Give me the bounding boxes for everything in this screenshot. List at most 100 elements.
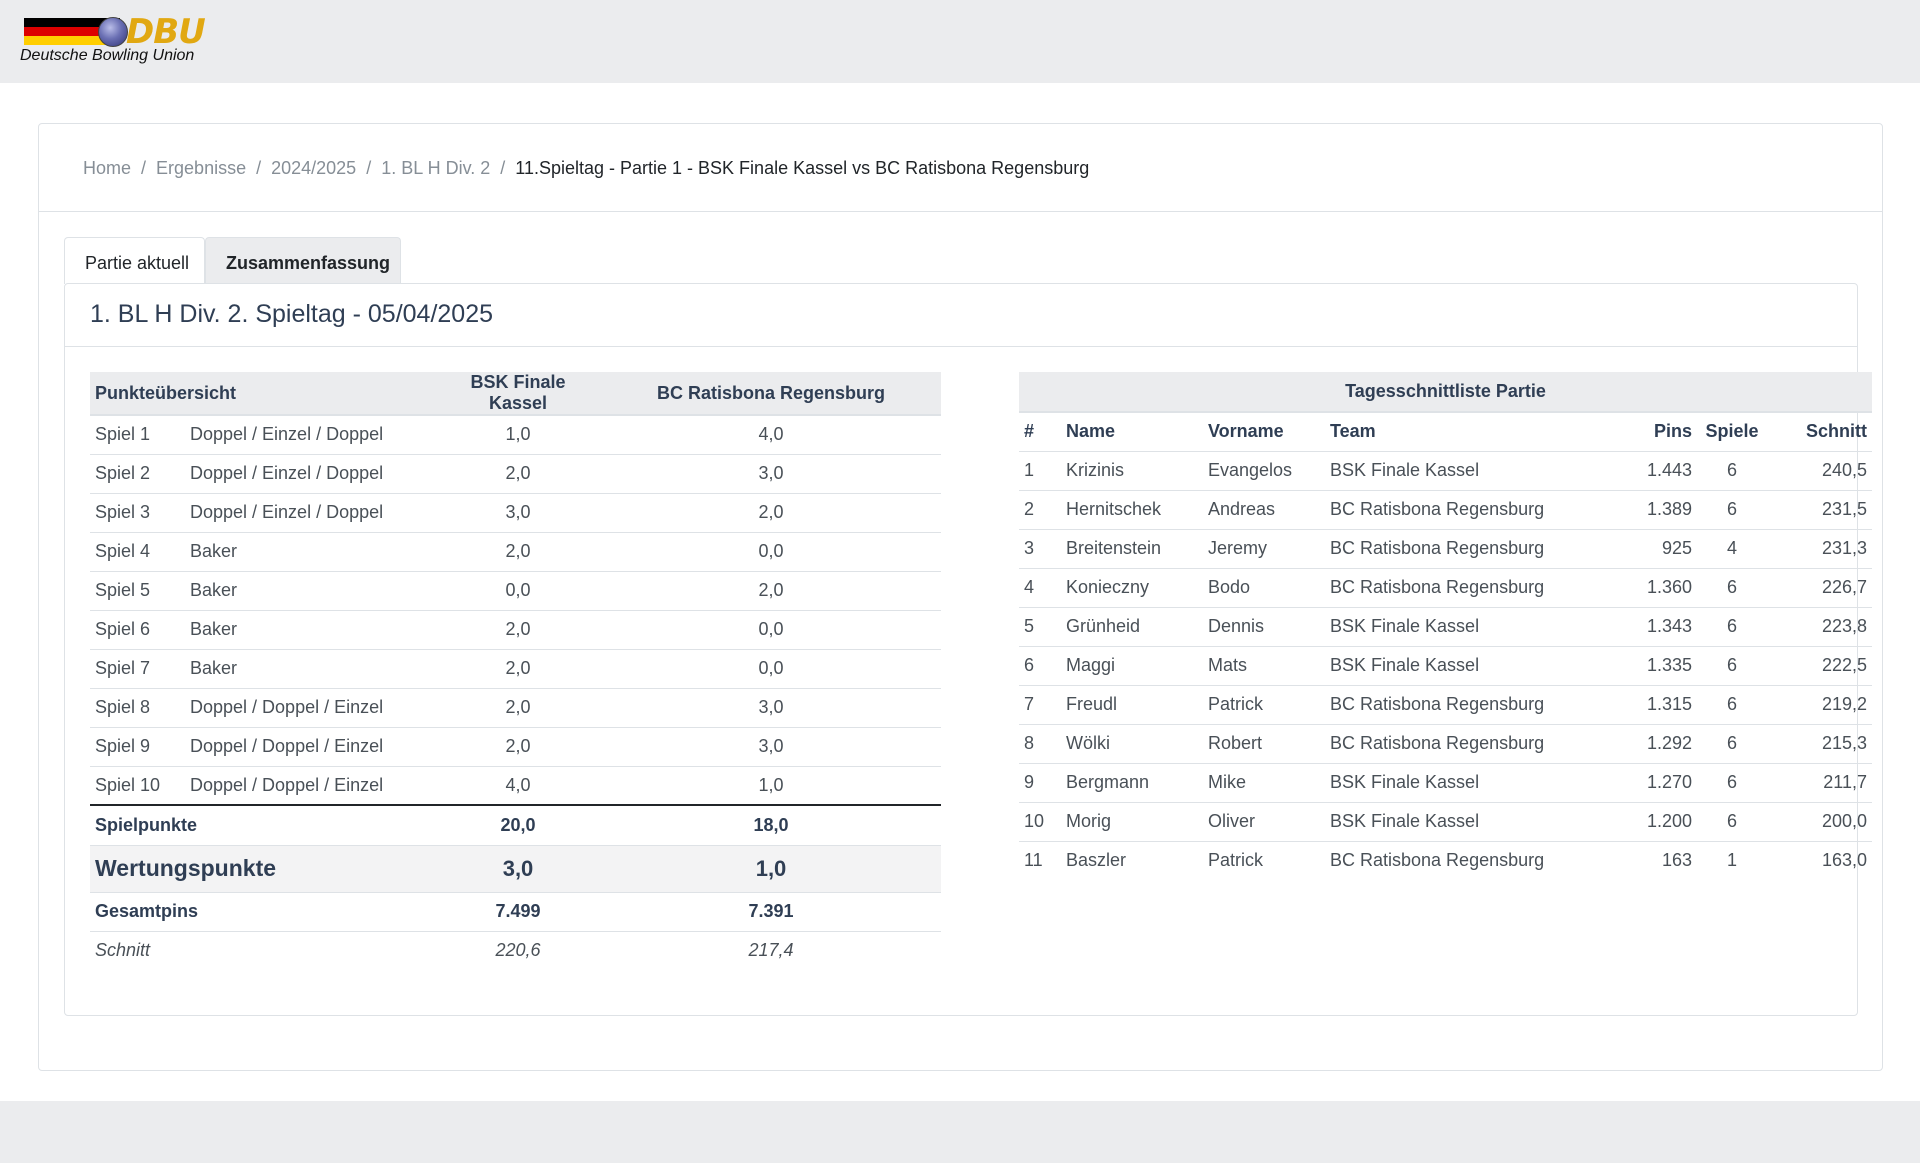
player-pins: 1.270 bbox=[1595, 762, 1697, 802]
player-games: 6 bbox=[1697, 567, 1767, 607]
player-pins: 1.360 bbox=[1595, 567, 1697, 607]
player-rank: 10 bbox=[1019, 801, 1061, 841]
player-last-name: Wölki bbox=[1061, 723, 1203, 763]
player-first-name: Oliver bbox=[1203, 801, 1325, 841]
player-average: 231,5 bbox=[1767, 489, 1872, 529]
player-team: BSK Finale Kassel bbox=[1330, 460, 1480, 480]
game-mode: Baker bbox=[185, 531, 435, 571]
away-points: 4,0 bbox=[758, 424, 784, 445]
column-header: Spiele bbox=[1697, 412, 1767, 452]
player-games: 4 bbox=[1697, 528, 1767, 568]
away-points: 3,0 bbox=[601, 453, 941, 493]
schnitt-row: Schnitt 220,6 217,4 bbox=[90, 930, 941, 970]
player-last-name: Breitenstein bbox=[1061, 528, 1203, 568]
player-first-name: Patrick bbox=[1203, 840, 1325, 880]
away-points: 2,0 bbox=[601, 570, 941, 610]
breadcrumb-season[interactable]: 2024/2025 bbox=[271, 158, 357, 178]
away-points: 0,0 bbox=[601, 531, 941, 571]
away-points: 3,0 bbox=[601, 687, 941, 727]
german-flag-icon bbox=[24, 18, 120, 45]
player-games: 6 bbox=[1726, 460, 1737, 480]
player-last-name: Morig bbox=[1061, 801, 1203, 841]
column-header: Pins bbox=[1595, 412, 1697, 452]
logo-wordmark: DBU bbox=[126, 12, 206, 52]
game-row: Spiel 5 Baker 0,0 2,0 bbox=[90, 570, 941, 610]
summary-panel: 1. BL H Div. 2. Spieltag - 05/04/2025 Pu… bbox=[64, 283, 1872, 1016]
game-mode: Doppel / Doppel / Einzel bbox=[185, 687, 435, 727]
player-average: 222,5 bbox=[1767, 645, 1872, 685]
game-label: Spiel 4 bbox=[90, 531, 185, 571]
breadcrumb-home[interactable]: Home bbox=[83, 158, 132, 178]
column-header: Team bbox=[1325, 412, 1595, 452]
top-bar: DBU Deutsche Bowling Union bbox=[0, 0, 1920, 83]
player-team: BC Ratisbona Regensburg bbox=[1325, 840, 1595, 880]
player-team: BC Ratisbona Regensburg bbox=[1325, 528, 1595, 568]
logo-subtitle: Deutsche Bowling Union bbox=[20, 47, 195, 64]
breadcrumb-league[interactable]: 1. BL H Div. 2 bbox=[381, 158, 491, 178]
game-label: Spiel 5 bbox=[90, 570, 185, 610]
column-header: BSK Finale Kassel bbox=[435, 372, 601, 416]
player-rank: 6 bbox=[1019, 645, 1061, 685]
game-label: Spiel 6 bbox=[90, 609, 185, 649]
game-mode: Doppel / Einzel / Doppel bbox=[185, 453, 435, 493]
home-points: 2,0 bbox=[435, 531, 601, 571]
tab-partie-aktuell[interactable]: Partie aktuell bbox=[64, 237, 205, 284]
game-label: Spiel 9 bbox=[90, 726, 185, 766]
player-first-name: Jeremy bbox=[1203, 528, 1325, 568]
player-games: 6 bbox=[1697, 762, 1767, 802]
player-rank: 3 bbox=[1019, 528, 1061, 568]
game-mode: Baker bbox=[185, 570, 435, 610]
home-points: 2,0 bbox=[435, 453, 601, 493]
game-mode: Baker bbox=[185, 609, 435, 649]
breadcrumb-separator: / bbox=[256, 158, 262, 178]
game-row: Spiel 8 Doppel / Doppel / Einzel 2,0 3,0 bbox=[90, 687, 941, 727]
player-team: BC Ratisbona Regensburg bbox=[1325, 723, 1595, 763]
home-value: 7.499 bbox=[435, 891, 601, 931]
game-row: Spiel 4 Baker 2,0 0,0 bbox=[90, 531, 941, 571]
daily-average-table: Tagesschnittliste Partie # Name Vorname … bbox=[1019, 372, 1872, 880]
game-mode: Doppel / Einzel / Doppel bbox=[190, 424, 384, 445]
player-last-name: Baszler bbox=[1061, 840, 1203, 880]
breadcrumb-current: 11.Spieltag - Partie 1 - BSK Finale Kass… bbox=[515, 158, 1090, 178]
tab-zusammenfassung[interactable]: Zusammenfassung bbox=[205, 237, 401, 284]
game-label: Spiel 8 bbox=[90, 687, 185, 727]
player-last-name: Bergmann bbox=[1061, 762, 1203, 802]
spielpunkte-row: Spielpunkte 20,0 18,0 bbox=[90, 804, 941, 845]
breadcrumb-separator: / bbox=[141, 158, 147, 178]
player-games: 6 bbox=[1697, 684, 1767, 724]
player-rank: 11 bbox=[1019, 840, 1061, 880]
player-pins: 1.315 bbox=[1595, 684, 1697, 724]
row-label: Wertungspunkte bbox=[90, 844, 435, 892]
player-average: 200,0 bbox=[1767, 801, 1872, 841]
game-row: Spiel 2 Doppel / Einzel / Doppel 2,0 3,0 bbox=[90, 453, 941, 493]
row-label: Spielpunkte bbox=[90, 804, 435, 845]
player-row: 7 Freudl Patrick BC Ratisbona Regensburg 1.3… bbox=[1019, 684, 1872, 724]
home-points: 3,0 bbox=[435, 492, 601, 532]
game-label: Spiel 3 bbox=[90, 492, 185, 532]
row-label: Gesamtpins bbox=[90, 891, 435, 931]
away-points: 0,0 bbox=[601, 609, 941, 649]
player-row: 8 Wölki Robert BC Ratisbona Regensburg 1.292… bbox=[1019, 723, 1872, 763]
player-rank: 2 bbox=[1019, 489, 1061, 529]
player-pins: 1.389 bbox=[1595, 489, 1697, 529]
breadcrumb-ergebnisse[interactable]: Ergebnisse bbox=[156, 158, 247, 178]
gesamtpins-row: Gesamtpins 7.499 7.391 bbox=[90, 891, 941, 931]
average-table-header: # Name Vorname Team Pins Spiele Schnitt bbox=[1019, 412, 1872, 452]
away-points: 1,0 bbox=[601, 765, 941, 805]
column-header: Schnitt bbox=[1767, 412, 1872, 452]
row-label: Schnitt bbox=[90, 930, 435, 970]
home-points: 0,0 bbox=[435, 570, 601, 610]
home-points: 4,0 bbox=[435, 765, 601, 805]
player-average: 219,2 bbox=[1767, 684, 1872, 724]
home-points: 2,0 bbox=[435, 726, 601, 766]
player-last-name: Hernitschek bbox=[1061, 489, 1203, 529]
home-points: 2,0 bbox=[435, 648, 601, 688]
player-row: 6 Maggi Mats BSK Finale Kassel 1.335 6 222,5 bbox=[1019, 645, 1872, 685]
game-row: Spiel 3 Doppel / Einzel / Doppel 3,0 2,0 bbox=[90, 492, 941, 532]
dbu-logo[interactable]: DBU Deutsche Bowling Union bbox=[20, 12, 220, 68]
player-rank: 8 bbox=[1019, 723, 1061, 763]
panel-title: 1. BL H Div. 2. Spieltag - 05/04/2025 bbox=[65, 284, 1857, 347]
game-mode: Doppel / Einzel / Doppel bbox=[185, 492, 435, 532]
player-row: 9 Bergmann Mike BSK Finale Kassel 1.270 6 211,… bbox=[1019, 762, 1872, 802]
player-average: 231,3 bbox=[1767, 528, 1872, 568]
